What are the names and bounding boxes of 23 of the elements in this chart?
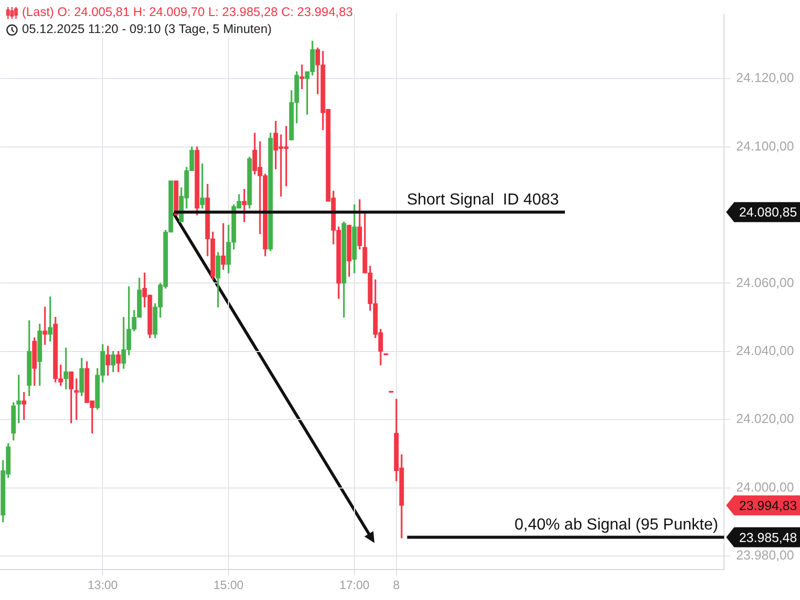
y-tick-label: 23.980,00 xyxy=(736,548,794,563)
candlestick xyxy=(74,378,79,420)
y2-tick-label: 24.080,85 xyxy=(739,204,798,220)
y2-tick-label: 23.994,83 xyxy=(739,498,798,513)
y-tick-label: 24.120,00 xyxy=(736,70,794,86)
text: 05.12.2025 11:20 - 09:10 (3 Tage, 5 Minuten) xyxy=(22,21,272,38)
candlestick xyxy=(22,392,26,420)
candlestick xyxy=(64,348,68,390)
y-tick-label: 24.040,00 xyxy=(736,342,794,358)
y-tick-label: 24.000,00 xyxy=(736,479,794,494)
x-tick-label: 17:00 xyxy=(339,578,370,592)
y-tick-label: 24.020,00 xyxy=(736,411,794,426)
candlestick xyxy=(300,64,304,90)
y-tick-label: 24.060,00 xyxy=(736,274,794,290)
candlestick xyxy=(42,306,48,345)
chart-title: (Last) O: 24.005,81 H: 24.009,70 L: 23.985,28 C: 23.994,83 xyxy=(22,4,353,21)
ref-line-label: 0,40% ab Signal (95 Punkte) xyxy=(514,516,718,534)
x-tick-label: 13:00 xyxy=(88,578,118,592)
y-tick-label: 24.100,00 xyxy=(736,138,794,154)
ref-line-label: Short Signal ID 4083 xyxy=(406,191,560,208)
x-tick-label: 8 xyxy=(393,578,400,592)
x-tick-label: 15:00 xyxy=(214,578,244,592)
y2-tick-label: 23.985,48 xyxy=(739,530,798,545)
